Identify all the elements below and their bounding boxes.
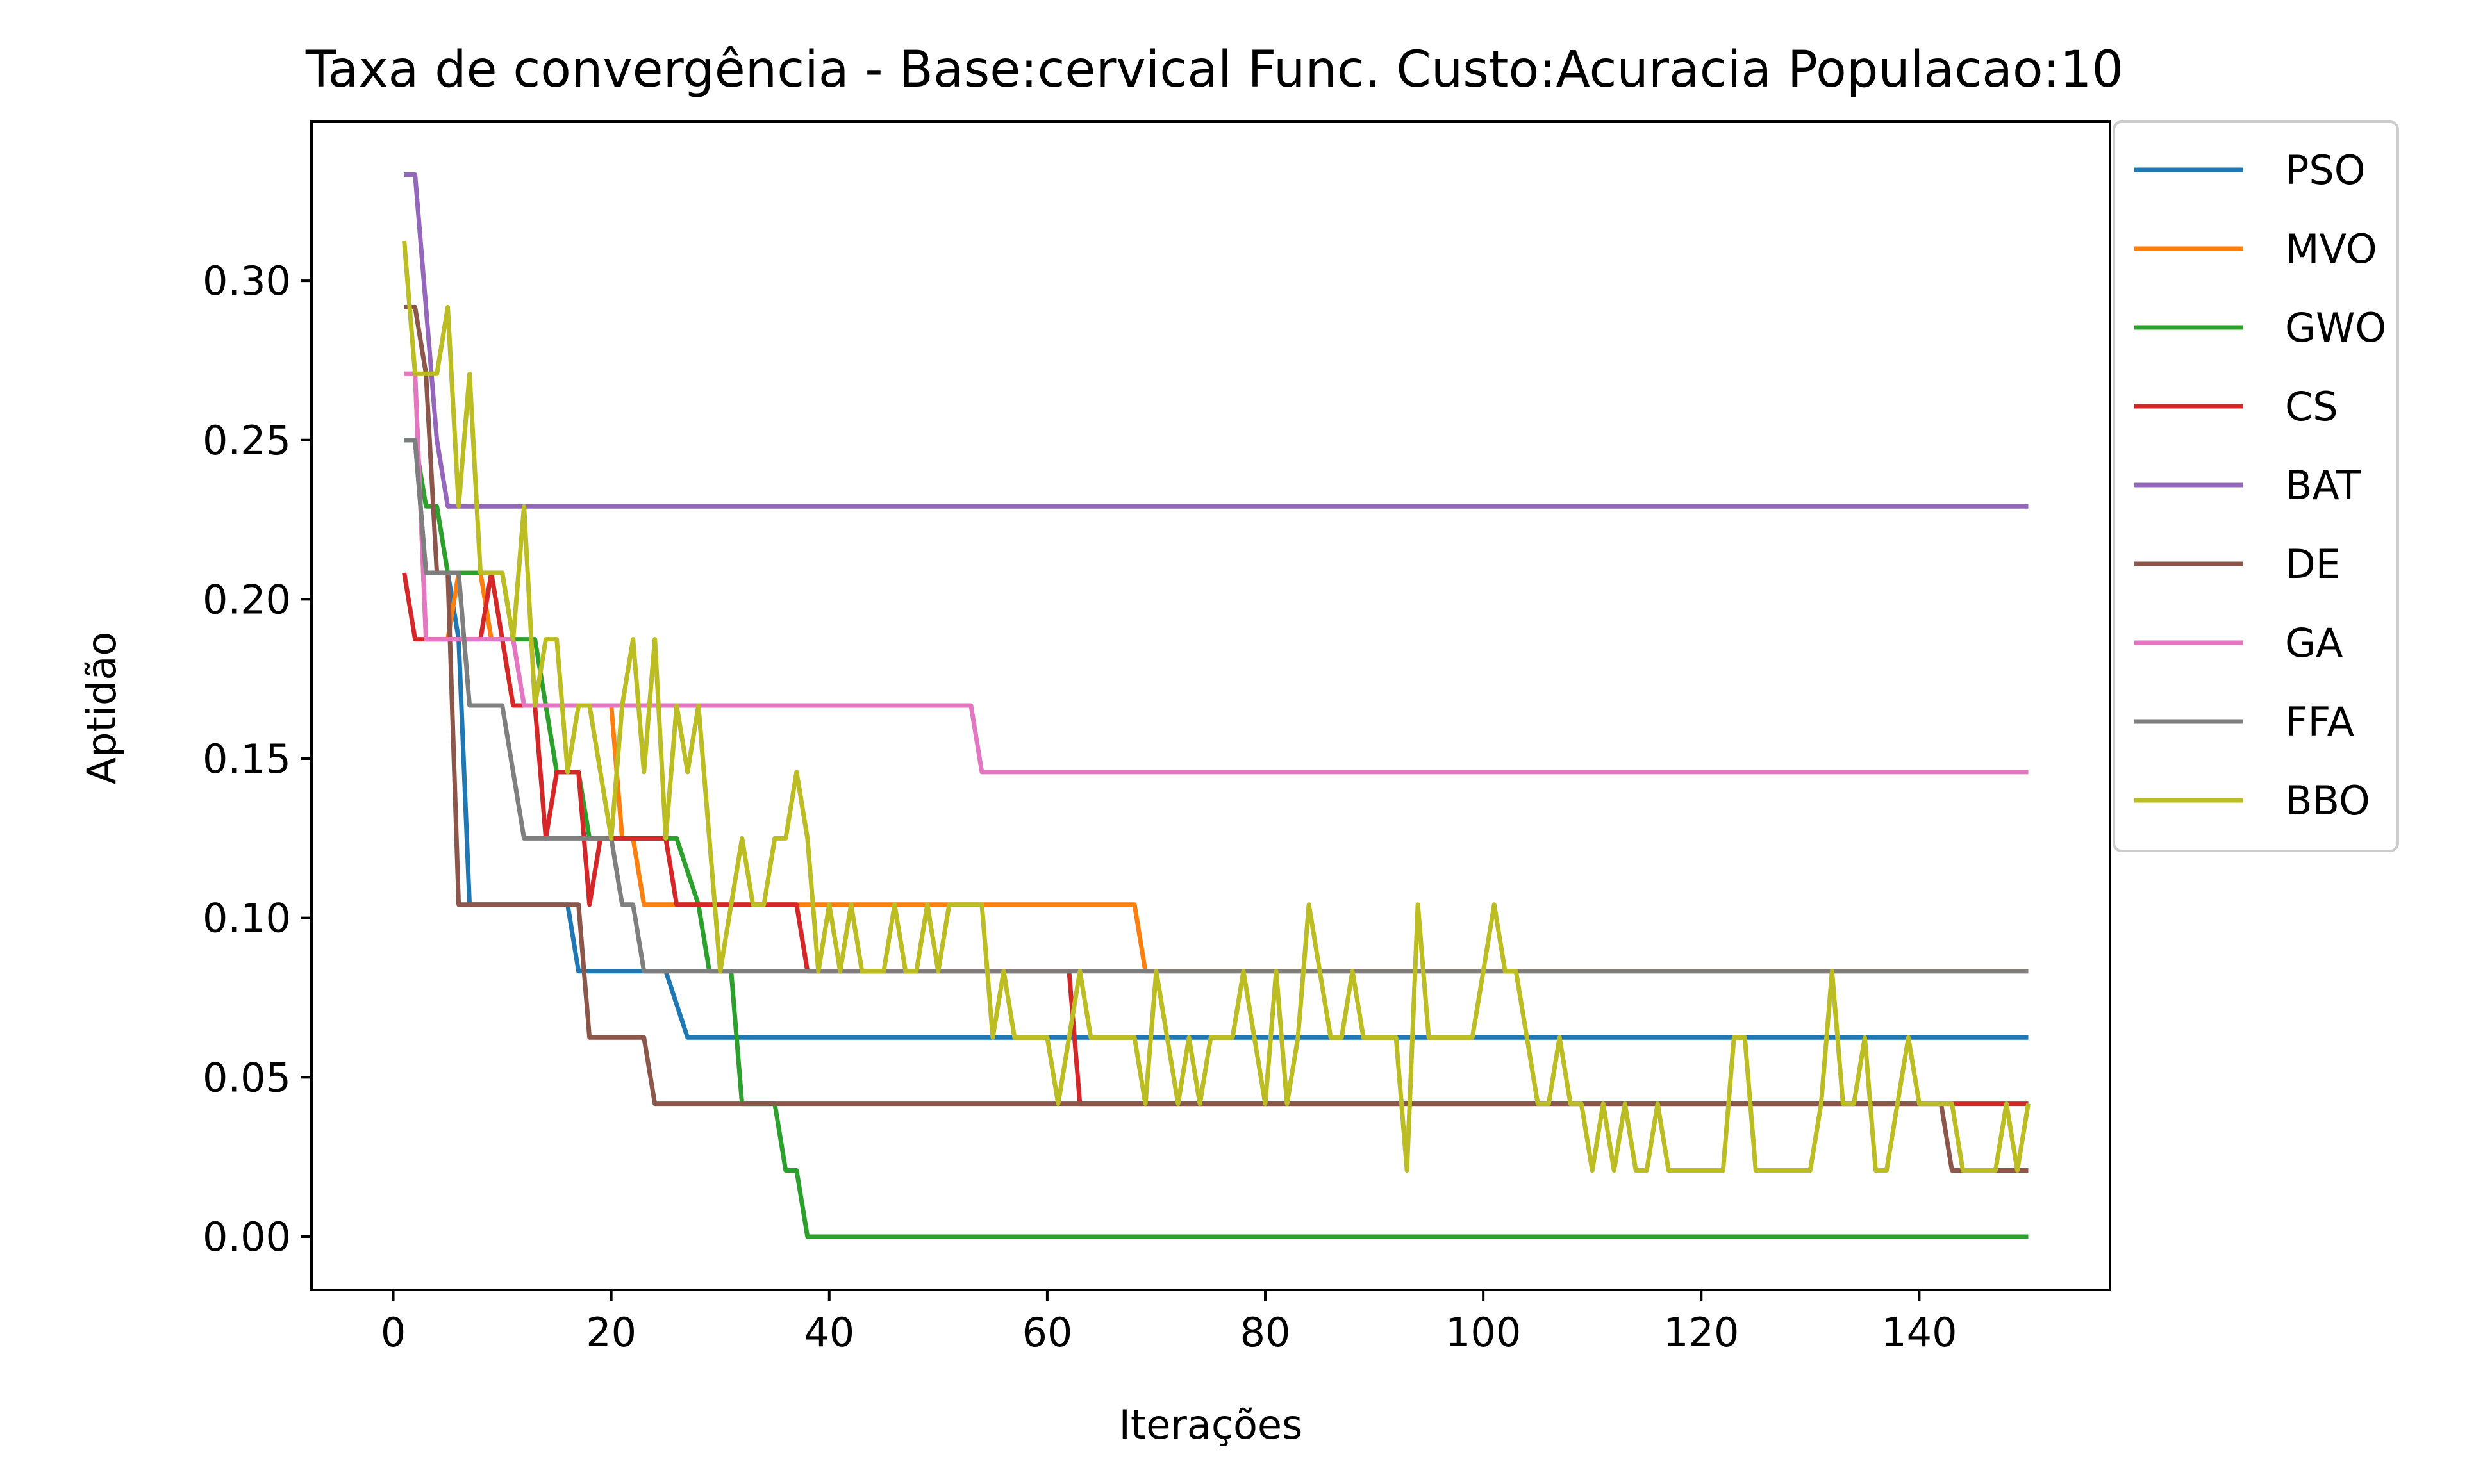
x-tick-label: 120 [1663,1309,1739,1356]
x-tick-label: 60 [1022,1309,1072,1356]
series-line-gwo [404,438,2029,1239]
y-tick-label: 0.25 [203,417,291,464]
plot-frame [310,120,2111,1291]
legend-label-bbo: BBO [2285,777,2370,824]
y-tick-label: 0.15 [203,736,291,782]
y-tick-label: 0.30 [203,258,291,304]
y-tick-label: 0.00 [203,1214,291,1260]
chart-title: Taxa de convergência - Base:cervical Fun… [305,41,2123,99]
y-axis-label: Aptidão [78,632,125,785]
x-tick-label: 40 [804,1309,854,1356]
y-tick-label: 0.05 [203,1054,291,1101]
x-tick-label: 140 [1881,1309,1957,1356]
legend-label-de: DE [2285,541,2341,588]
legend: PSO MVO GWO CS BAT DE GA FFA BBO [2113,120,2399,852]
legend-label-cs: CS [2285,383,2338,430]
legend-label-mvo: MVO [2285,226,2377,272]
legend-label-gwo: GWO [2285,304,2386,351]
x-axis: 0 20 40 60 80 100 120 140 [381,1290,1957,1356]
legend-label-ffa: FFA [2285,698,2354,745]
y-tick-label: 0.20 [203,576,291,623]
series-line-bbo [402,240,2031,1173]
legend-label-pso: PSO [2285,147,2366,194]
x-axis-label: Iterações [1119,1401,1303,1448]
x-tick-label: 100 [1445,1309,1521,1356]
y-axis: 0.00 0.05 0.10 0.15 0.20 0.25 0.30 [203,258,311,1260]
x-tick-label: 20 [586,1309,636,1356]
x-tick-label: 80 [1240,1309,1291,1356]
legend-frame [2113,120,2399,852]
legend-label-ga: GA [2285,620,2343,666]
x-tick-label: 0 [381,1309,406,1356]
legend-label-bat: BAT [2285,462,2361,509]
y-tick-label: 0.10 [203,895,291,942]
plot-lines [402,172,2031,1239]
series-line-ga [404,371,2029,775]
series-line-ffa [404,438,2029,974]
